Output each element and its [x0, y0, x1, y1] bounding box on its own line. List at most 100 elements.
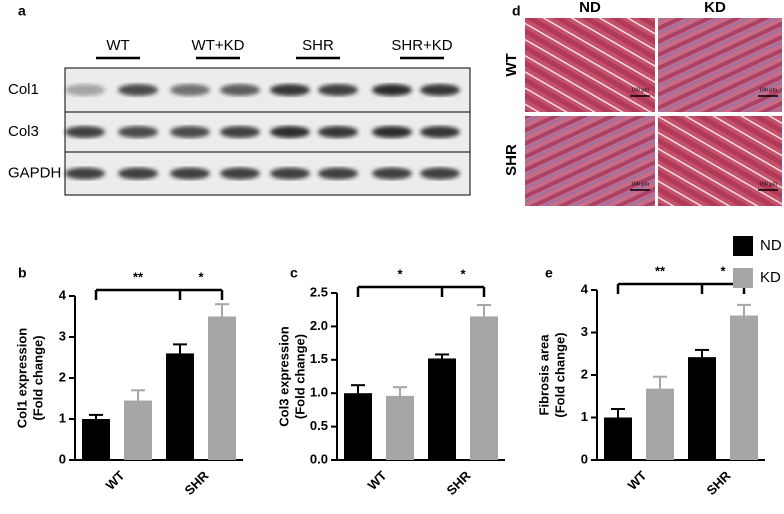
panel-label: b — [18, 265, 27, 281]
significance-label: * — [460, 266, 466, 281]
significance-label: * — [720, 263, 726, 278]
blot-band — [270, 167, 310, 180]
row-label: Col1 — [8, 81, 39, 98]
y-tick-label: 1 — [581, 409, 588, 424]
x-tick-label: WT — [365, 468, 390, 493]
significance-label: * — [397, 266, 403, 281]
histology-image — [658, 18, 782, 112]
y-tick-label: 2 — [59, 369, 66, 384]
blot-band — [65, 126, 105, 138]
row-label: WT — [503, 53, 520, 76]
scale-bar-label: 100 μm — [759, 87, 778, 93]
group-label: WT — [106, 37, 129, 54]
panel-label: c — [290, 265, 298, 281]
group-label: WT+KD — [192, 37, 245, 54]
blot-band — [118, 126, 158, 138]
y-axis-label: (Fold change) — [552, 332, 567, 417]
y-tick-label: 1 — [59, 410, 66, 425]
group-label: SHR+KD — [391, 37, 452, 54]
y-axis-label: Fibrosis area — [536, 334, 551, 416]
significance-label: * — [198, 269, 204, 284]
blot-band — [220, 126, 260, 138]
bar — [604, 417, 632, 460]
bar — [428, 358, 456, 460]
panel-label: a — [18, 3, 26, 19]
y-tick-label: 4 — [581, 281, 589, 296]
blot-band — [372, 167, 412, 180]
blot-band — [420, 84, 460, 96]
blot-band — [372, 84, 412, 96]
x-tick-label: SHR — [444, 468, 474, 498]
x-tick-label: WT — [625, 468, 650, 493]
scale-bar-label: 100 μm — [759, 181, 778, 187]
blot-band — [170, 84, 210, 96]
histology-image — [658, 116, 782, 206]
blot-band — [170, 126, 210, 138]
blot-band — [118, 84, 158, 96]
blot-band — [270, 126, 310, 138]
bar — [208, 316, 236, 460]
blot-band — [220, 84, 260, 96]
scale-bar-label: 100 μm — [631, 181, 650, 187]
blot-band — [318, 126, 358, 138]
blot-band — [372, 126, 412, 138]
legend-swatch — [733, 236, 753, 256]
bar — [470, 316, 498, 460]
group-label: SHR — [302, 37, 334, 54]
significance-label: ** — [655, 263, 666, 278]
histology-image — [525, 18, 655, 112]
legend-label: KD — [760, 269, 781, 286]
legend-swatch — [733, 268, 753, 288]
x-tick-label: SHR — [182, 468, 212, 498]
scale-bars: 100 μm 100 μm 100 μm 100 μm — [630, 87, 778, 191]
y-tick-label: 2.5 — [310, 284, 328, 299]
blot-band — [170, 167, 210, 180]
scale-bar-label: 100 μm — [631, 87, 650, 93]
y-tick-label: 0.0 — [310, 451, 328, 466]
blot-band — [118, 167, 158, 180]
y-tick-label: 2 — [581, 366, 588, 381]
y-axis-label: (Fold change) — [292, 334, 307, 419]
row-label: SHR — [503, 144, 520, 176]
y-axis-label: Col1 expression — [14, 328, 29, 428]
y-tick-label: 4 — [59, 287, 67, 302]
bar — [646, 388, 674, 460]
bar — [124, 400, 152, 460]
bar — [82, 419, 110, 460]
blot-band — [65, 167, 105, 180]
blot-band — [220, 167, 260, 180]
y-tick-label: 0 — [581, 451, 588, 466]
blot-band — [65, 84, 105, 96]
row-label: GAPDH — [8, 164, 61, 181]
blot-band — [420, 167, 460, 180]
y-tick-label: 1.5 — [310, 351, 328, 366]
y-axis-label: Col3 expression — [276, 326, 291, 426]
row-label: Col3 — [8, 123, 39, 140]
bar — [344, 393, 372, 460]
y-tick-label: 1.0 — [310, 385, 328, 400]
panel-label: d — [512, 3, 521, 19]
significance-label: ** — [133, 269, 144, 284]
column-label: KD — [704, 0, 726, 16]
bar — [730, 315, 758, 460]
blot-band — [420, 126, 460, 138]
panel-label: e — [545, 265, 553, 281]
y-tick-label: 0 — [59, 451, 66, 466]
blot-band — [270, 84, 310, 96]
x-tick-label: SHR — [704, 468, 734, 498]
x-tick-label: WT — [103, 468, 128, 493]
y-tick-label: 3 — [581, 324, 588, 339]
bar — [386, 395, 414, 460]
y-tick-label: 0.5 — [310, 418, 328, 433]
bar — [688, 357, 716, 460]
histology-image — [525, 116, 655, 206]
bar — [166, 353, 194, 460]
blot-band — [318, 84, 358, 96]
legend-label: ND — [760, 237, 782, 254]
blot-band — [318, 167, 358, 180]
y-tick-label: 2.0 — [310, 318, 328, 333]
column-label: ND — [579, 0, 601, 16]
y-tick-label: 3 — [59, 328, 66, 343]
y-axis-label: (Fold change) — [30, 335, 45, 420]
